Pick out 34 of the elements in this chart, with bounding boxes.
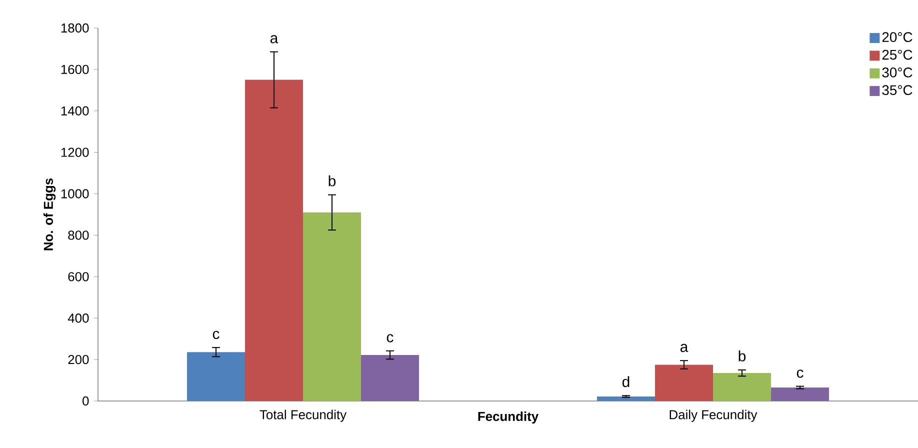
annotation: a (680, 344, 688, 352)
y-tick-label: 1800 (61, 23, 89, 33)
y-tick-label: 600 (68, 272, 89, 282)
y-tick-label: 1000 (61, 189, 89, 198)
x-axis-title: Fecundity (478, 412, 539, 424)
y-tick-label: 1200 (61, 148, 89, 157)
y-tick-label: 200 (68, 354, 89, 364)
y-axis-title: No. of Eggs (43, 178, 56, 250)
bar (361, 354, 420, 401)
bar (597, 396, 656, 401)
annotation: a (270, 35, 278, 44)
legend-label: 20°C (882, 32, 912, 42)
y-tick-label: 1600 (61, 64, 89, 74)
annotation: c (796, 370, 804, 378)
annotation: d (622, 376, 630, 388)
bar (771, 388, 830, 401)
bar (187, 352, 245, 401)
legend-label: 30°C (882, 68, 912, 78)
annotation: c (212, 330, 220, 340)
annotation: b (328, 175, 336, 186)
x-tick-label: Daily Fecundity (670, 410, 758, 422)
y-tick-label: 400 (68, 314, 89, 323)
annotation: b (738, 350, 746, 362)
legend-label: 35°C (882, 85, 912, 96)
annotation: c (386, 334, 394, 342)
y-tick-label: 0 (82, 396, 89, 406)
x-tick-label: Total Fecundity (260, 410, 347, 422)
bar (655, 364, 714, 401)
bar (245, 80, 303, 401)
legend-label: 25°C (882, 50, 912, 60)
y-tick-label: 800 (68, 230, 89, 240)
bar (303, 212, 362, 401)
y-tick-label: 1400 (61, 106, 89, 116)
bar (713, 373, 772, 401)
